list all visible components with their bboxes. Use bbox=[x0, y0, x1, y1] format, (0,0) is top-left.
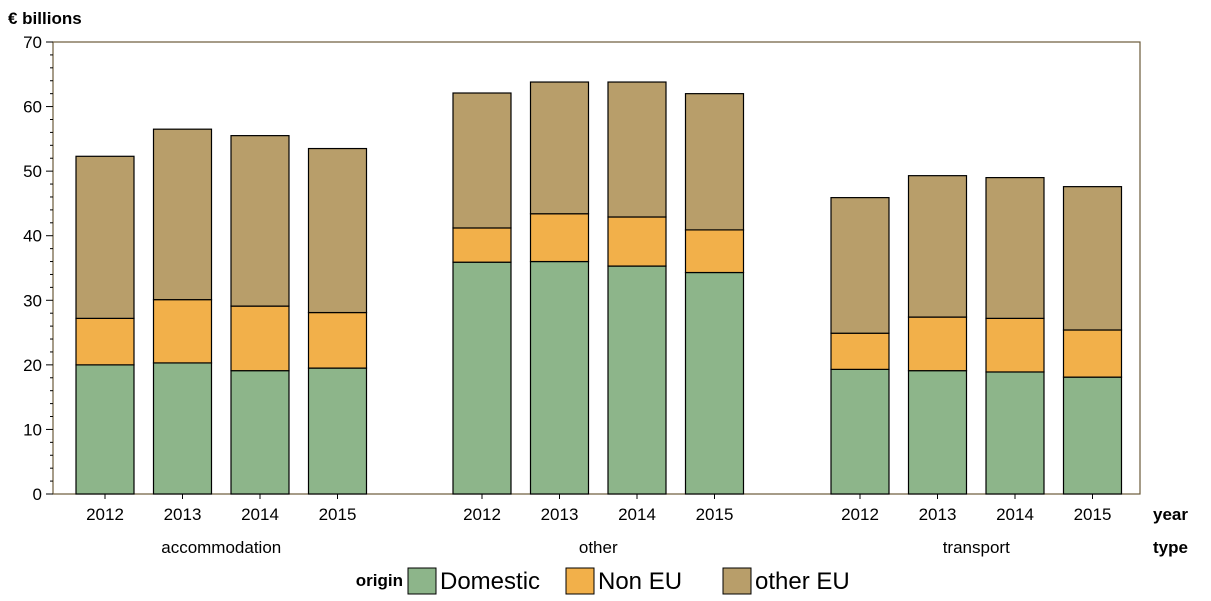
bar-accommodation-2013-non-eu bbox=[152, 299, 213, 364]
y-tick-label-70: 70 bbox=[23, 33, 42, 52]
year-label-accommodation-2012: 2012 bbox=[86, 505, 124, 524]
y-tick-label-0: 0 bbox=[33, 485, 42, 504]
year-label-other-2015: 2015 bbox=[696, 505, 734, 524]
bar-other-2012-non-eu bbox=[452, 227, 512, 263]
bar-other-2013-other-eu bbox=[529, 81, 590, 215]
bar-transport-2012-domestic bbox=[830, 368, 890, 495]
year-label-transport-2014: 2014 bbox=[996, 505, 1034, 524]
bar-transport-2013-non-eu bbox=[907, 316, 968, 372]
bar-transport-2013-other-eu bbox=[907, 175, 968, 318]
bar-accommodation-2012-domestic bbox=[75, 364, 135, 495]
bar-other-2014-non-eu bbox=[607, 216, 667, 267]
bar-other-2015-other-eu bbox=[684, 93, 745, 231]
y-tick-label-30: 30 bbox=[23, 291, 42, 310]
bar-accommodation-2015-domestic bbox=[307, 367, 368, 495]
legend-swatch-other-eu bbox=[722, 567, 752, 595]
bar-other-2012-other-eu bbox=[452, 92, 512, 229]
plot-frame bbox=[52, 41, 1141, 495]
bar-transport-2012-non-eu bbox=[830, 332, 890, 370]
bar-accommodation-2014-domestic bbox=[230, 370, 290, 495]
bar-transport-2014-non-eu bbox=[985, 317, 1045, 373]
y-tick-label-20: 20 bbox=[23, 356, 42, 375]
legend: origin Domestic Non EU other EU bbox=[356, 567, 850, 595]
x-axis-inner-label: year bbox=[1153, 505, 1188, 524]
group-label-transport: transport bbox=[943, 538, 1010, 557]
bar-other-2013-non-eu bbox=[529, 213, 590, 263]
legend-label-non-eu: Non EU bbox=[598, 568, 682, 595]
y-tick-label-40: 40 bbox=[23, 227, 42, 246]
bar-accommodation-2015-non-eu bbox=[307, 311, 368, 369]
year-label-accommodation-2015: 2015 bbox=[319, 505, 357, 524]
bar-accommodation-2015-other-eu bbox=[307, 147, 368, 314]
bar-transport-2014-other-eu bbox=[985, 177, 1045, 319]
group-label-accommodation: accommodation bbox=[161, 538, 281, 557]
plot-area: 0 10 20 30 40 50 60 70 2012 2013 2014 2015 accommoda… bbox=[23, 33, 1141, 557]
legend-swatch-non-eu bbox=[565, 567, 595, 595]
year-label-accommodation-2014: 2014 bbox=[241, 505, 279, 524]
bar-transport-2014-domestic bbox=[985, 371, 1045, 495]
y-tick-label-10: 10 bbox=[23, 420, 42, 439]
year-label-transport-2012: 2012 bbox=[841, 505, 879, 524]
bar-other-2015-non-eu bbox=[684, 229, 745, 274]
bar-accommodation-2012-other-eu bbox=[75, 155, 135, 319]
x-axis-outer-label: type bbox=[1153, 538, 1188, 557]
y-axis-label: € billions bbox=[8, 9, 82, 28]
year-label-accommodation-2013: 2013 bbox=[164, 505, 202, 524]
bar-accommodation-2014-other-eu bbox=[230, 135, 290, 307]
legend-label-domestic: Domestic bbox=[440, 568, 540, 595]
y-tick-label-60: 60 bbox=[23, 98, 42, 117]
bar-transport-2013-domestic bbox=[907, 370, 968, 495]
group-label-other: other bbox=[579, 538, 618, 557]
y-tick-label-50: 50 bbox=[23, 162, 42, 181]
legend-swatch-domestic bbox=[407, 567, 437, 595]
year-label-other-2013: 2013 bbox=[541, 505, 579, 524]
bar-other-2013-domestic bbox=[529, 260, 590, 495]
legend-label-other-eu: other EU bbox=[755, 568, 850, 595]
bar-accommodation-2014-non-eu bbox=[230, 305, 290, 372]
bar-transport-2015-other-eu bbox=[1062, 186, 1123, 331]
bar-other-2014-domestic bbox=[607, 265, 667, 495]
bar-accommodation-2012-non-eu bbox=[75, 317, 135, 366]
bar-other-2015-domestic bbox=[684, 271, 745, 495]
bar-other-2012-domestic bbox=[452, 261, 512, 495]
year-label-transport-2013: 2013 bbox=[919, 505, 957, 524]
bar-transport-2015-non-eu bbox=[1062, 329, 1123, 378]
bar-transport-2015-domestic bbox=[1062, 376, 1123, 495]
year-label-other-2014: 2014 bbox=[618, 505, 656, 524]
bar-accommodation-2013-domestic bbox=[152, 362, 213, 495]
bar-transport-2012-other-eu bbox=[830, 197, 890, 334]
bar-accommodation-2013-other-eu bbox=[152, 128, 213, 301]
year-label-other-2012: 2012 bbox=[463, 505, 501, 524]
legend-title: origin bbox=[356, 571, 403, 590]
bar-other-2014-other-eu bbox=[607, 81, 667, 218]
year-label-transport-2015: 2015 bbox=[1074, 505, 1112, 524]
